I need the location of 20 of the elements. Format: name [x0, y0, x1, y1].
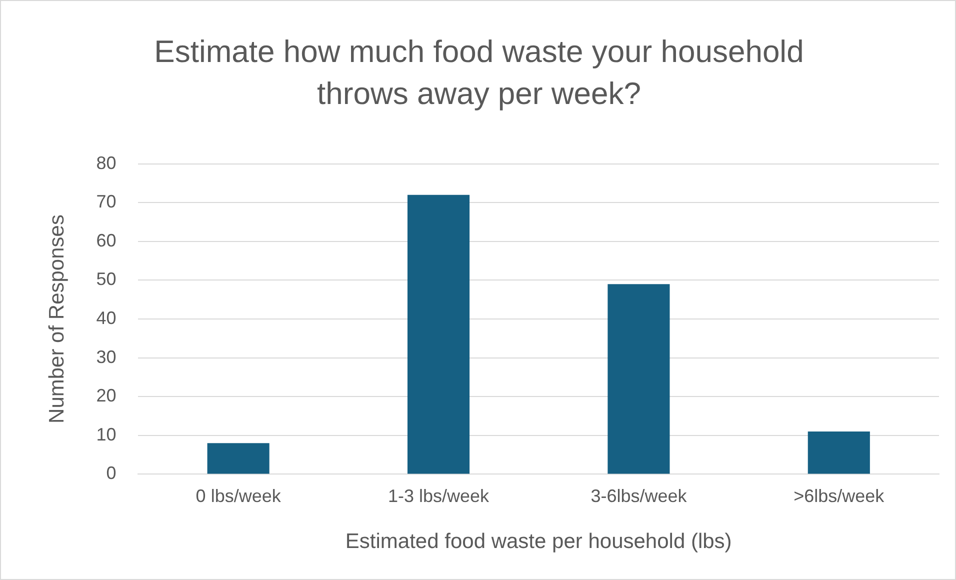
bar [608, 284, 670, 474]
y-tick-label: 10 [96, 424, 116, 444]
y-tick-label: 0 [106, 463, 116, 484]
chart-title: Estimate how much food waste your household throws away per week? [153, 33, 805, 113]
y-tick-label: 20 [96, 386, 116, 406]
x-tick-label: 0 lbs/week [196, 486, 282, 506]
x-axis-title: Estimated food waste per household (lbs) [345, 530, 732, 554]
y-tick-label: 40 [96, 308, 116, 328]
y-tick-label: 50 [96, 269, 116, 290]
bar [207, 443, 270, 474]
bar [407, 194, 470, 474]
x-tick-label: 3-6lbs/week [590, 486, 688, 506]
x-tick-label: >6lbs/week [794, 486, 886, 506]
y-tick-label: 60 [96, 230, 116, 250]
y-tick-label: 70 [96, 192, 116, 212]
y-axis-title: Number of Responses [45, 214, 68, 424]
bar [808, 432, 870, 474]
x-tick-label: 1-3 lbs/week [388, 486, 490, 506]
y-tick-label: 30 [96, 346, 116, 367]
y-tick-label: 80 [96, 152, 116, 173]
